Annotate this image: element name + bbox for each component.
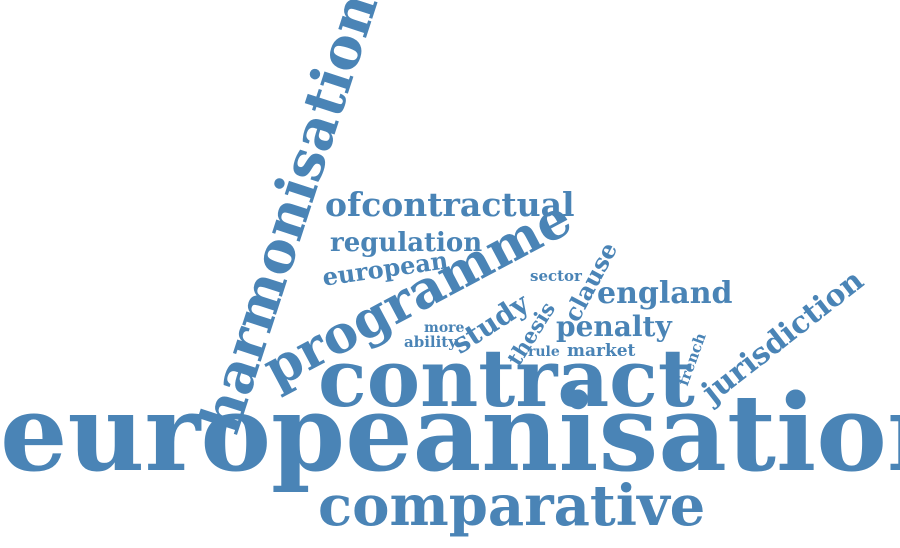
word-europeanisation: europeanisation: [0, 370, 900, 495]
word-england: england: [597, 276, 733, 311]
word-ofcontractual: ofcontractual: [325, 185, 575, 224]
word-ability: ability: [404, 333, 457, 351]
word-market: market: [567, 341, 636, 361]
word-comparative: comparative: [318, 473, 706, 539]
word-contract: contract: [318, 331, 695, 425]
word-penalty: penalty: [556, 310, 672, 343]
word-regulation: regulation: [330, 228, 483, 258]
word-rule: rule: [528, 344, 560, 360]
word-sector: sector: [530, 267, 582, 285]
word-more: more: [424, 320, 465, 336]
